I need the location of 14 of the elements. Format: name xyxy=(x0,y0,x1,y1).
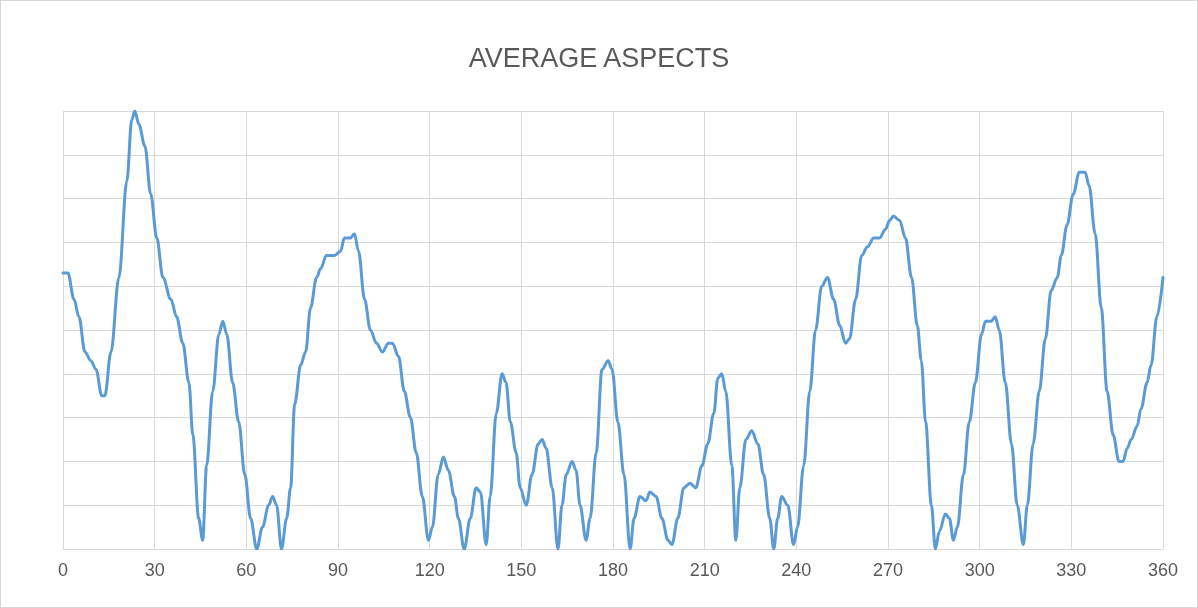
x-tick-label: 150 xyxy=(506,560,537,580)
x-tick-label: 330 xyxy=(1056,560,1087,580)
x-tick-label: 210 xyxy=(689,560,720,580)
x-tick-label: 120 xyxy=(414,560,445,580)
chart-title: AVERAGE ASPECTS xyxy=(468,42,730,73)
x-tick-label: 270 xyxy=(872,560,904,580)
x-tick-label: 60 xyxy=(236,560,257,580)
x-tick-label: 180 xyxy=(597,560,629,580)
x-tick-label: 360 xyxy=(1147,560,1179,580)
x-tick-label: 30 xyxy=(144,560,165,580)
x-tick-label: 240 xyxy=(781,560,812,580)
x-tick-label: 0 xyxy=(57,560,69,580)
x-tick-label: 90 xyxy=(327,560,349,580)
x-tick-label: 300 xyxy=(964,560,995,580)
